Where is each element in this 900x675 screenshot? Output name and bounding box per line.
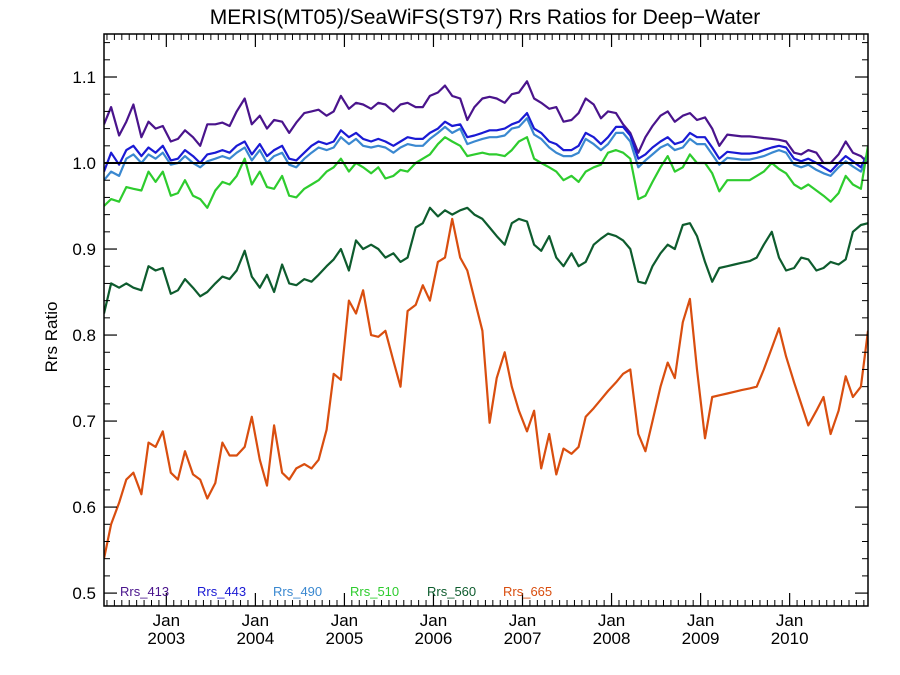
x-tick-label-year: 2003	[147, 629, 185, 648]
x-tick-label-month: Jan	[687, 611, 714, 630]
y-axis-title: Rrs Ratio	[42, 302, 61, 373]
x-tick-label-year: 2007	[504, 629, 542, 648]
x-tick-label-year: 2009	[682, 629, 720, 648]
chart-title: MERIS(MT05)/SeaWiFS(ST97) Rrs Ratios for…	[210, 6, 761, 29]
y-axis: 0.5 0.6 0.7 0.8 0.9 1.0 1.1	[72, 42, 868, 603]
series-line-rrs-443	[104, 111, 868, 173]
series-line-rrs-510	[104, 136, 868, 209]
series-layer	[104, 80, 868, 559]
legend-entry-rrs-413: Rrs_413	[120, 584, 169, 599]
x-tick-label-year: 2005	[326, 629, 364, 648]
legend-entry-rrs-490: Rrs_490	[273, 584, 322, 599]
plot-frame	[103, 33, 869, 607]
x-tick-label-month: Jan	[420, 611, 447, 630]
legend-entry-rrs-560: Rrs_560	[427, 584, 476, 599]
y-tick-label: 1.1	[72, 68, 96, 87]
x-tick-label-month: Jan	[776, 611, 803, 630]
x-tick-label-month: Jan	[331, 611, 358, 630]
y-tick-label: 1.0	[72, 154, 96, 173]
series-line-rrs-560	[104, 206, 868, 314]
x-tick-label-year: 2004	[236, 629, 274, 648]
series-line-rrs-665	[104, 217, 868, 559]
legend-entry-rrs-665: Rrs_665	[503, 584, 552, 599]
y-tick-label: 0.7	[72, 412, 96, 431]
series-line-rrs-490	[104, 117, 868, 181]
series-line-rrs-413	[104, 80, 868, 165]
legend-entry-rrs-510: Rrs_510	[350, 584, 399, 599]
x-tick-label-month: Jan	[598, 611, 625, 630]
y-tick-label: 0.5	[72, 584, 96, 603]
x-tick-label-month: Jan	[242, 611, 269, 630]
x-tick-label-year: 2006	[415, 629, 453, 648]
y-tick-label: 0.6	[72, 498, 96, 517]
legend-entry-rrs-443: Rrs_443	[197, 584, 246, 599]
legend: Rrs_413 Rrs_443 Rrs_490 Rrs_510 Rrs_560 Rrs_6…	[120, 584, 552, 599]
x-tick-label-month: Jan	[153, 611, 180, 630]
y-tick-label: 0.9	[72, 240, 96, 259]
y-tick-label: 0.8	[72, 326, 96, 345]
x-tick-label-month: Jan	[509, 611, 536, 630]
x-tick-label-year: 2008	[593, 629, 631, 648]
x-tick-label-year: 2010	[771, 629, 809, 648]
x-axis: Jan2003Jan2004Jan2005Jan2006Jan2007Jan20…	[106, 34, 865, 648]
